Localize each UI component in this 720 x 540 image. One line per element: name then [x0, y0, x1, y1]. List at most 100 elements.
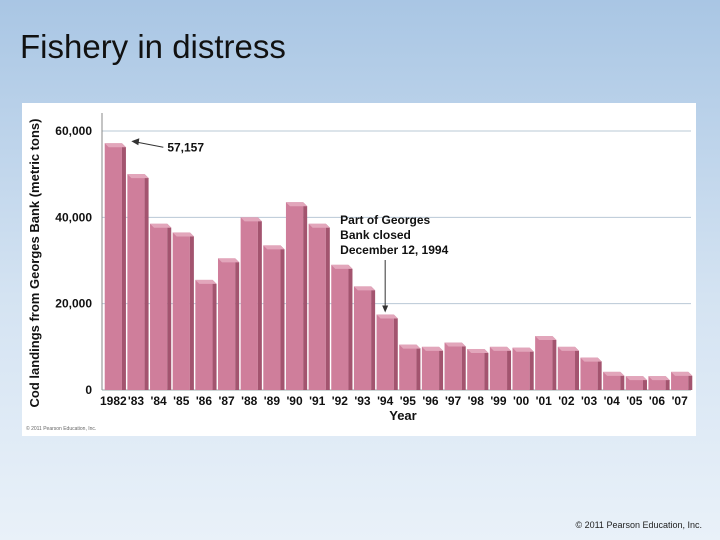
bar-side	[144, 174, 149, 390]
bar-top	[331, 264, 353, 269]
x-tick-label: '03	[581, 394, 598, 408]
bar-top	[263, 245, 285, 250]
bar-face	[399, 344, 417, 390]
bar-face	[512, 347, 530, 390]
bar-face	[195, 279, 213, 390]
bar-top	[285, 202, 308, 207]
x-tick-label: '87	[218, 394, 235, 408]
bar-side	[167, 223, 172, 390]
bar-face	[421, 346, 440, 390]
bar-face	[671, 371, 689, 390]
x-tick-label: '84	[151, 394, 168, 408]
bar-05	[625, 376, 647, 390]
bar-face	[580, 357, 598, 390]
bar-97	[444, 342, 466, 390]
bar-88	[240, 217, 262, 390]
bar-face	[308, 223, 326, 390]
x-tick-label: '96	[422, 394, 439, 408]
bar-top	[127, 174, 149, 179]
slide-footer: © 2011 Pearson Education, Inc.	[575, 520, 702, 530]
annotation-peak-label: 57,157	[167, 140, 204, 154]
x-tick-label: '01	[536, 394, 553, 408]
annotation-closure-line-2: Bank closed	[340, 228, 411, 242]
bar-side	[529, 347, 534, 390]
bar-side	[597, 357, 602, 390]
bar-top	[535, 336, 557, 341]
bar-side	[189, 232, 194, 390]
x-tick-label: '89	[264, 394, 281, 408]
x-axis-label: Year	[389, 408, 416, 423]
bar-top	[217, 258, 240, 263]
bar-top	[648, 376, 670, 381]
bar-side	[371, 286, 376, 390]
bar-top	[240, 217, 262, 222]
bar-top	[104, 143, 126, 148]
bar-00	[512, 347, 534, 390]
x-tick-label: '83	[128, 394, 145, 408]
bar-side	[461, 342, 466, 390]
bar-top	[489, 346, 512, 351]
bar-face	[467, 348, 485, 390]
x-tick-label: '86	[196, 394, 213, 408]
bar-96	[421, 346, 444, 390]
bar-face	[489, 346, 508, 390]
bar-face	[150, 223, 168, 390]
x-tick-label: '98	[468, 394, 485, 408]
bar-face	[104, 143, 122, 390]
bar-01	[535, 336, 557, 390]
x-tick-label: '97	[445, 394, 462, 408]
y-axis-label: Cod landings from Georges Bank (metric t…	[27, 119, 42, 408]
y-tick-labels: 0 20,000 40,000 60,000	[55, 124, 92, 397]
annotation-peak-arrowhead	[131, 138, 140, 146]
bar-98	[467, 348, 489, 390]
x-tick-label: '07	[672, 394, 689, 408]
bar-top	[353, 286, 376, 291]
bars	[104, 143, 693, 390]
chart-panel: 0 20,000 40,000 60,000 1982'83 '84 '85 '86 '87 '…	[22, 103, 696, 436]
bar-94	[376, 314, 398, 390]
bar-top	[399, 344, 421, 349]
bar-02	[557, 346, 580, 390]
bar-side	[235, 258, 240, 390]
annotation-peak: 57,157	[131, 138, 204, 154]
x-tick-label: 1982	[100, 394, 127, 408]
bar-top	[671, 371, 693, 376]
bar-90	[285, 202, 308, 390]
x-tick-label: '02	[558, 394, 575, 408]
bar-side	[325, 223, 330, 390]
bar-face	[285, 202, 304, 390]
bar-95	[399, 344, 421, 390]
y-tick-label: 40,000	[55, 210, 92, 224]
annotation-peak-arrow	[137, 141, 164, 148]
bar-face	[127, 174, 145, 390]
x-tick-label: '91	[309, 394, 326, 408]
bar-04	[603, 371, 625, 390]
bar-chart: 0 20,000 40,000 60,000 1982'83 '84 '85 '86 '87 '…	[26, 113, 693, 432]
bar-side	[484, 348, 489, 390]
bar-face	[172, 232, 190, 390]
x-tick-labels: 1982'83 '84 '85 '86 '87 '88 '89 '90 '91 '92 '93 '94…	[100, 394, 688, 408]
bar-93	[353, 286, 376, 390]
bar-92	[331, 264, 353, 390]
annotation-closure-line-3: December 12, 1994	[340, 243, 448, 257]
bar-face	[331, 264, 349, 390]
bar-top	[603, 371, 625, 376]
bar-86	[195, 279, 217, 390]
x-tick-label: '95	[400, 394, 417, 408]
annotation-closure-line-1: Part of Georges	[340, 213, 430, 227]
annotation-closure-arrowhead	[382, 305, 389, 313]
x-tick-label: '04	[604, 394, 621, 408]
bar-side	[439, 346, 444, 390]
bar-side	[393, 314, 398, 390]
y-tick-label: 60,000	[55, 124, 92, 138]
slide-title: Fishery in distress	[20, 28, 286, 65]
bar-85	[172, 232, 194, 390]
bar-face	[376, 314, 394, 390]
bar-side	[552, 336, 557, 390]
bar-top	[512, 347, 534, 352]
bar-face	[444, 342, 462, 390]
bar-83	[127, 174, 149, 390]
bar-side	[280, 245, 285, 390]
x-tick-label: '90	[286, 394, 303, 408]
bar-side	[121, 143, 126, 390]
